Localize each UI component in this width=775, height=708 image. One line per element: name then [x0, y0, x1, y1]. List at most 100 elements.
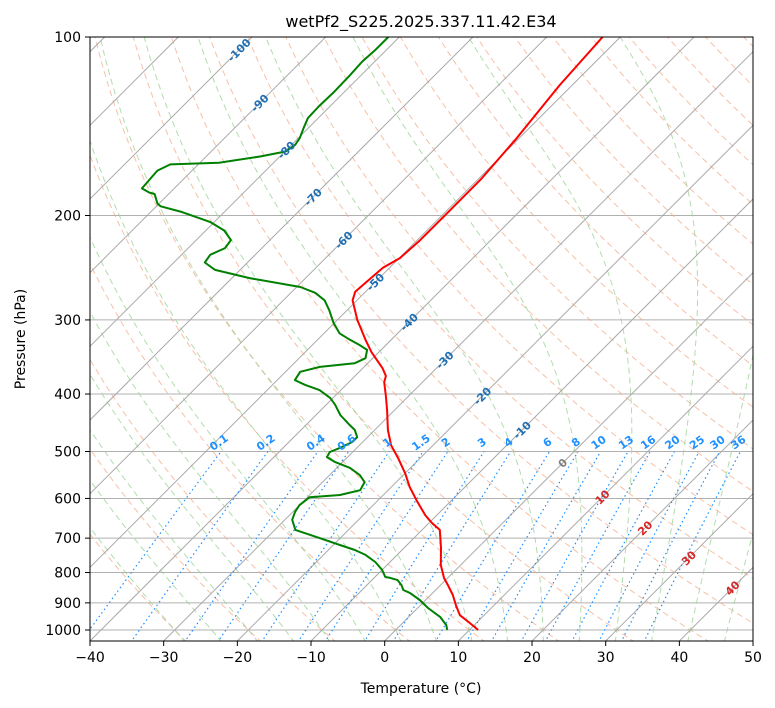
isotherm-label: -80	[275, 138, 298, 161]
mixing-ratio-line	[435, 451, 551, 641]
chart-title: wetPf2_S225.2025.337.11.42.E34	[285, 12, 556, 32]
x-tick-label: −20	[223, 650, 253, 666]
moist-adiabat	[467, 37, 633, 641]
isotherm	[531, 419, 753, 641]
moist-adiabat	[265, 37, 544, 641]
mixing-ratio-line	[643, 451, 741, 641]
y-tick-label: 1000	[45, 623, 81, 639]
y-tick-label: 300	[54, 313, 81, 329]
moist-adiabat	[90, 428, 259, 641]
dewpoint-profile-line	[140, 37, 449, 631]
isotherm	[90, 37, 695, 641]
isotherm	[457, 345, 753, 641]
mixing-ratio-line	[324, 451, 449, 641]
mixing-ratio-line	[217, 451, 350, 641]
dry-adiabat	[247, 37, 753, 580]
mixing-ratio-line	[261, 451, 390, 641]
dry-adiabat	[285, 37, 753, 536]
x-tick-label: 30	[597, 650, 615, 666]
plot-frame	[89, 36, 754, 642]
dry-adiabat	[361, 37, 753, 450]
dry-adiabat	[94, 37, 560, 641]
mixing-ratio-line	[571, 451, 676, 641]
moist-adiabat	[352, 37, 583, 641]
moist-adiabat	[90, 479, 222, 641]
y-tick-label: 700	[54, 531, 81, 547]
isotherm	[90, 37, 474, 421]
mixing-ratio-line	[90, 451, 222, 631]
x-tick-label: −30	[149, 650, 179, 666]
isotherm-label: -100	[225, 36, 254, 65]
dry-adiabat	[705, 37, 753, 87]
x-axis-label: Temperature (°C)	[360, 681, 482, 697]
isotherm	[90, 37, 548, 495]
moist-adiabat	[90, 373, 295, 641]
dry-adiabat	[90, 448, 262, 641]
axes: −40 −30 −20 −10 0 10 20 30 40 5010020030040050060…	[45, 30, 762, 666]
mixing-ratio-line	[364, 451, 485, 641]
dry-adiabat	[667, 37, 753, 126]
moist-adiabat	[99, 37, 437, 641]
isotherm	[236, 124, 753, 641]
moist-adiabat	[619, 37, 699, 641]
dry-adiabat	[90, 262, 411, 641]
dry-adiabat	[90, 358, 336, 641]
x-tick-label: 40	[670, 650, 688, 666]
x-tick-label: −40	[75, 650, 105, 666]
isotherm	[383, 271, 753, 641]
moist-adiabat	[90, 235, 366, 641]
mixing-ratio-line	[392, 451, 512, 641]
mixing-ratio-label: 8	[569, 435, 583, 450]
moist-adiabat	[90, 310, 331, 641]
dry-adiabat	[514, 37, 753, 285]
dry-adiabat	[437, 37, 753, 367]
dry-adiabat	[323, 37, 753, 493]
mixing-ratio-label: 3	[475, 435, 489, 450]
mixing-ratio-label: 10	[589, 433, 609, 453]
moist-adiabat	[90, 526, 186, 641]
dry-adiabat	[209, 37, 753, 624]
isotherm	[604, 492, 753, 641]
profile-series	[140, 37, 604, 631]
dry-adiabat	[132, 37, 635, 641]
mixing-ratio-label: 16	[638, 433, 658, 453]
mixing-ratio-label: 25	[687, 433, 707, 452]
dry-adiabat	[552, 37, 753, 245]
dry-adiabat	[170, 37, 709, 641]
x-tick-label: 20	[523, 650, 541, 666]
x-tick-label: 0	[380, 650, 389, 666]
moist-adiabat	[197, 37, 509, 641]
x-tick-label: −10	[296, 650, 326, 666]
dry-adiabat	[90, 153, 485, 641]
mixing-ratio-line	[466, 451, 579, 641]
background-lines	[90, 37, 753, 641]
mixing-ratio-label: 0.1	[207, 432, 230, 454]
mixing-ratio-line	[544, 451, 651, 641]
isotherm	[752, 640, 753, 641]
isotherm	[310, 198, 753, 641]
y-tick-label: 200	[54, 209, 81, 225]
y-axis-label: Pressure (hPa)	[13, 289, 29, 389]
moist-adiabat	[723, 531, 753, 641]
mixing-ratio-label: 1.5	[409, 432, 432, 454]
mixing-ratio-label: 13	[616, 433, 636, 452]
y-tick-label: 600	[54, 491, 81, 507]
mixing-ratio-label: 30	[708, 433, 728, 453]
mixing-ratio-label: 0.2	[254, 432, 277, 454]
moist-adiabat	[687, 353, 753, 641]
mixing-ratio-label: 20	[662, 433, 682, 453]
y-tick-label: 500	[54, 444, 81, 460]
isotherm-label: 0	[556, 456, 571, 471]
isotherm	[90, 37, 621, 569]
y-tick-label: 100	[54, 30, 81, 46]
isotherm	[90, 37, 253, 200]
isotherm	[90, 37, 400, 348]
x-tick-label: 10	[449, 650, 467, 666]
temperature-profile-line	[351, 37, 604, 631]
mixing-ratio-line	[298, 451, 424, 641]
y-tick-label: 900	[54, 596, 81, 612]
mixing-ratio-label: 6	[541, 435, 555, 450]
x-tick-label: 50	[744, 650, 762, 666]
y-tick-label: 400	[54, 387, 81, 403]
